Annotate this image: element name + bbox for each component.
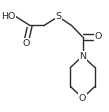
Text: O: O: [79, 94, 86, 102]
Text: N: N: [79, 52, 86, 60]
Text: O: O: [95, 32, 102, 41]
Text: HO: HO: [1, 12, 16, 21]
Text: S: S: [55, 12, 61, 21]
Text: O: O: [22, 39, 30, 48]
